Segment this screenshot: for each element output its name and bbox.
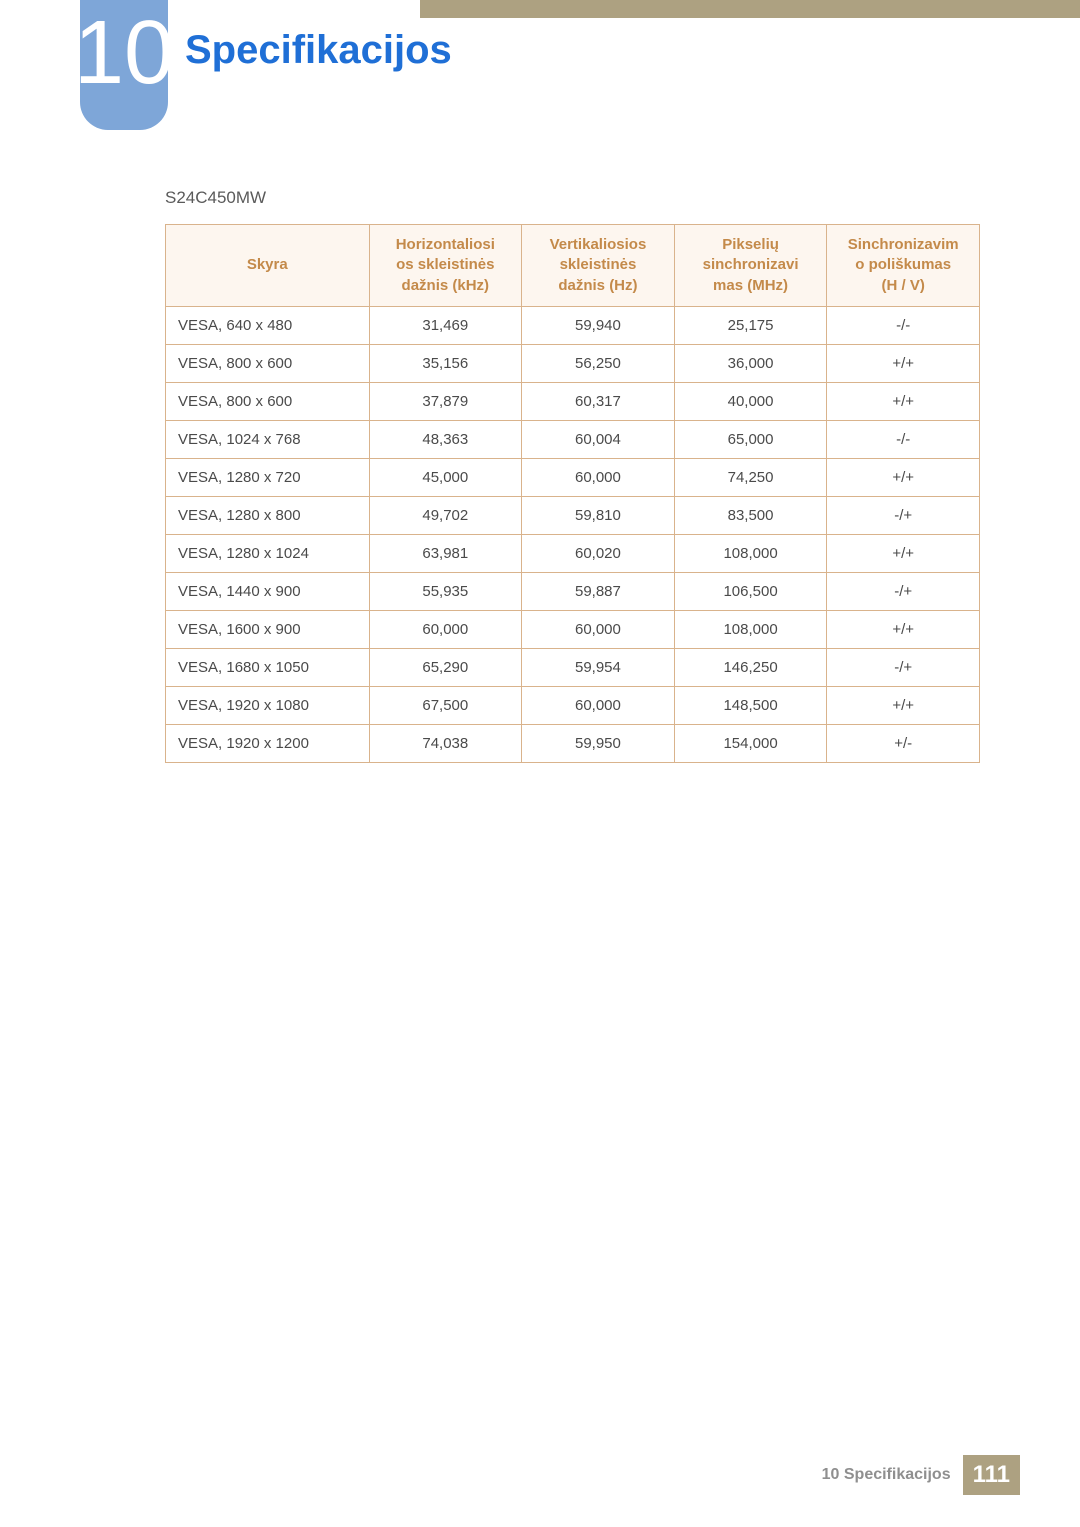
cell-value: 60,020 <box>522 534 675 572</box>
cell-value: 67,500 <box>369 686 522 724</box>
table-body: VESA, 640 x 48031,46959,94025,175-/-VESA… <box>166 306 980 762</box>
cell-resolution: VESA, 1024 x 768 <box>166 420 370 458</box>
table-row: VESA, 1280 x 72045,00060,00074,250+/+ <box>166 458 980 496</box>
cell-value: 108,000 <box>674 610 827 648</box>
cell-value: 45,000 <box>369 458 522 496</box>
cell-value: 48,363 <box>369 420 522 458</box>
cell-resolution: VESA, 800 x 600 <box>166 382 370 420</box>
table-row: VESA, 1920 x 108067,50060,000148,500+/+ <box>166 686 980 724</box>
cell-value: 65,000 <box>674 420 827 458</box>
table-row: VESA, 800 x 60037,87960,31740,000+/+ <box>166 382 980 420</box>
cell-value: 154,000 <box>674 724 827 762</box>
spec-table: Skyra Horizontaliosios skleistinėsdažnis… <box>165 224 980 763</box>
cell-value: 59,950 <box>522 724 675 762</box>
table-row: VESA, 1920 x 120074,03859,950154,000+/- <box>166 724 980 762</box>
cell-value: 25,175 <box>674 306 827 344</box>
table-row: VESA, 1680 x 105065,29059,954146,250-/+ <box>166 648 980 686</box>
cell-resolution: VESA, 800 x 600 <box>166 344 370 382</box>
cell-value: -/- <box>827 306 980 344</box>
cell-value: 60,000 <box>369 610 522 648</box>
cell-value: 60,000 <box>522 458 675 496</box>
page-footer: 10 Specifikacijos 111 <box>822 1455 1020 1495</box>
cell-value: -/- <box>827 420 980 458</box>
cell-value: 74,038 <box>369 724 522 762</box>
table-row: VESA, 640 x 48031,46959,94025,175-/- <box>166 306 980 344</box>
cell-value: 106,500 <box>674 572 827 610</box>
cell-value: 63,981 <box>369 534 522 572</box>
cell-value: 59,940 <box>522 306 675 344</box>
chapter-title: Specifikacijos <box>185 28 452 73</box>
cell-value: -/+ <box>827 648 980 686</box>
cell-resolution: VESA, 1600 x 900 <box>166 610 370 648</box>
cell-value: -/+ <box>827 496 980 534</box>
cell-value: 108,000 <box>674 534 827 572</box>
cell-resolution: VESA, 1280 x 800 <box>166 496 370 534</box>
cell-value: 59,954 <box>522 648 675 686</box>
cell-value: 60,000 <box>522 610 675 648</box>
cell-value: 60,000 <box>522 686 675 724</box>
footer-section-label: 10 Specifikacijos <box>822 1466 951 1484</box>
cell-resolution: VESA, 1280 x 720 <box>166 458 370 496</box>
cell-value: 40,000 <box>674 382 827 420</box>
col-header-skyra: Skyra <box>166 225 370 307</box>
cell-value: 55,935 <box>369 572 522 610</box>
cell-value: +/+ <box>827 382 980 420</box>
model-label: S24C450MW <box>165 188 980 208</box>
cell-value: +/+ <box>827 344 980 382</box>
cell-value: 59,810 <box>522 496 675 534</box>
cell-value: 49,702 <box>369 496 522 534</box>
cell-value: +/- <box>827 724 980 762</box>
table-row: VESA, 1280 x 102463,98160,020108,000+/+ <box>166 534 980 572</box>
cell-value: +/+ <box>827 458 980 496</box>
cell-value: +/+ <box>827 686 980 724</box>
table-header-row: Skyra Horizontaliosios skleistinėsdažnis… <box>166 225 980 307</box>
cell-resolution: VESA, 1280 x 1024 <box>166 534 370 572</box>
cell-resolution: VESA, 640 x 480 <box>166 306 370 344</box>
col-header-syncpol: Sinchronizavimo poliškumas(H / V) <box>827 225 980 307</box>
cell-value: 56,250 <box>522 344 675 382</box>
cell-value: 31,469 <box>369 306 522 344</box>
cell-resolution: VESA, 1920 x 1200 <box>166 724 370 762</box>
table-row: VESA, 1280 x 80049,70259,81083,500-/+ <box>166 496 980 534</box>
cell-value: 37,879 <box>369 382 522 420</box>
cell-value: 148,500 <box>674 686 827 724</box>
table-row: VESA, 800 x 60035,15656,25036,000+/+ <box>166 344 980 382</box>
cell-value: 59,887 <box>522 572 675 610</box>
chapter-badge: 10 <box>80 0 168 130</box>
cell-value: 60,317 <box>522 382 675 420</box>
cell-value: +/+ <box>827 534 980 572</box>
footer-page-number: 111 <box>963 1455 1020 1495</box>
table-row: VESA, 1600 x 90060,00060,000108,000+/+ <box>166 610 980 648</box>
top-accent-bar <box>420 0 1080 18</box>
cell-value: 35,156 <box>369 344 522 382</box>
cell-value: -/+ <box>827 572 980 610</box>
cell-resolution: VESA, 1440 x 900 <box>166 572 370 610</box>
cell-resolution: VESA, 1680 x 1050 <box>166 648 370 686</box>
cell-value: 65,290 <box>369 648 522 686</box>
cell-value: 74,250 <box>674 458 827 496</box>
cell-value: 83,500 <box>674 496 827 534</box>
chapter-number: 10 <box>74 8 174 98</box>
col-header-hfreq: Horizontaliosios skleistinėsdažnis (kHz) <box>369 225 522 307</box>
table-row: VESA, 1024 x 76848,36360,00465,000-/- <box>166 420 980 458</box>
table-row: VESA, 1440 x 90055,93559,887106,500-/+ <box>166 572 980 610</box>
col-header-pixclk: Pikseliųsinchronizavimas (MHz) <box>674 225 827 307</box>
cell-value: 36,000 <box>674 344 827 382</box>
cell-value: +/+ <box>827 610 980 648</box>
col-header-vfreq: Vertikaliosiosskleistinėsdažnis (Hz) <box>522 225 675 307</box>
content-area: S24C450MW Skyra Horizontaliosios skleist… <box>165 188 980 763</box>
cell-resolution: VESA, 1920 x 1080 <box>166 686 370 724</box>
cell-value: 146,250 <box>674 648 827 686</box>
cell-value: 60,004 <box>522 420 675 458</box>
